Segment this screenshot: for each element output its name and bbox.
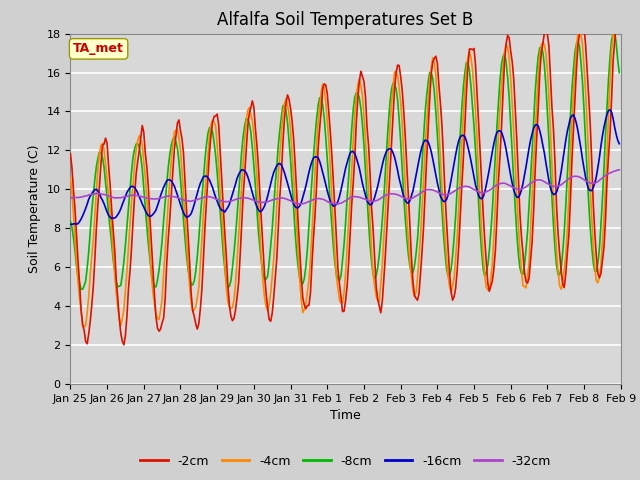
-16cm bbox=[258, 208, 266, 214]
-8cm bbox=[308, 177, 316, 182]
-4cm bbox=[612, 19, 620, 25]
Title: Alfalfa Soil Temperatures Set B: Alfalfa Soil Temperatures Set B bbox=[218, 11, 474, 29]
-2cm bbox=[614, 5, 621, 11]
-8cm bbox=[611, 29, 618, 35]
Legend: -2cm, -4cm, -8cm, -16cm, -32cm: -2cm, -4cm, -8cm, -16cm, -32cm bbox=[135, 450, 556, 473]
Line: -8cm: -8cm bbox=[70, 32, 620, 289]
-32cm bbox=[307, 198, 314, 204]
-8cm bbox=[616, 70, 623, 76]
-8cm bbox=[77, 287, 85, 292]
-4cm bbox=[308, 229, 316, 235]
-4cm bbox=[616, 20, 623, 25]
Text: TA_met: TA_met bbox=[73, 42, 124, 55]
-32cm bbox=[258, 200, 266, 205]
-2cm bbox=[67, 151, 74, 156]
Line: -2cm: -2cm bbox=[70, 8, 620, 345]
-32cm bbox=[134, 192, 141, 198]
Line: -4cm: -4cm bbox=[70, 22, 620, 327]
-8cm bbox=[67, 218, 74, 224]
Y-axis label: Soil Temperature (C): Soil Temperature (C) bbox=[28, 144, 41, 273]
-16cm bbox=[307, 164, 314, 169]
-8cm bbox=[136, 144, 143, 149]
-4cm bbox=[232, 281, 239, 287]
-32cm bbox=[586, 180, 594, 186]
-2cm bbox=[136, 148, 143, 154]
-2cm bbox=[586, 121, 594, 127]
-4cm bbox=[586, 186, 594, 192]
-32cm bbox=[230, 197, 238, 203]
-32cm bbox=[333, 201, 340, 207]
-8cm bbox=[250, 163, 258, 168]
-4cm bbox=[67, 175, 74, 180]
-32cm bbox=[616, 167, 623, 173]
-16cm bbox=[134, 190, 141, 196]
-4cm bbox=[259, 279, 267, 285]
-8cm bbox=[586, 225, 594, 230]
-16cm bbox=[67, 221, 74, 227]
-16cm bbox=[616, 141, 623, 146]
-4cm bbox=[81, 324, 88, 330]
-4cm bbox=[136, 133, 143, 139]
-16cm bbox=[585, 186, 593, 192]
-16cm bbox=[248, 190, 256, 195]
-4cm bbox=[250, 132, 258, 138]
-2cm bbox=[232, 307, 239, 313]
X-axis label: Time: Time bbox=[330, 409, 361, 422]
-2cm bbox=[250, 104, 258, 110]
-32cm bbox=[248, 197, 256, 203]
-8cm bbox=[259, 272, 267, 277]
-16cm bbox=[230, 186, 238, 192]
-8cm bbox=[232, 232, 239, 238]
Line: -32cm: -32cm bbox=[70, 170, 620, 204]
Line: -16cm: -16cm bbox=[70, 110, 620, 224]
-2cm bbox=[616, 7, 623, 12]
-2cm bbox=[308, 261, 316, 267]
-32cm bbox=[67, 195, 74, 201]
-16cm bbox=[606, 107, 614, 113]
-2cm bbox=[120, 342, 128, 348]
-2cm bbox=[259, 246, 267, 252]
